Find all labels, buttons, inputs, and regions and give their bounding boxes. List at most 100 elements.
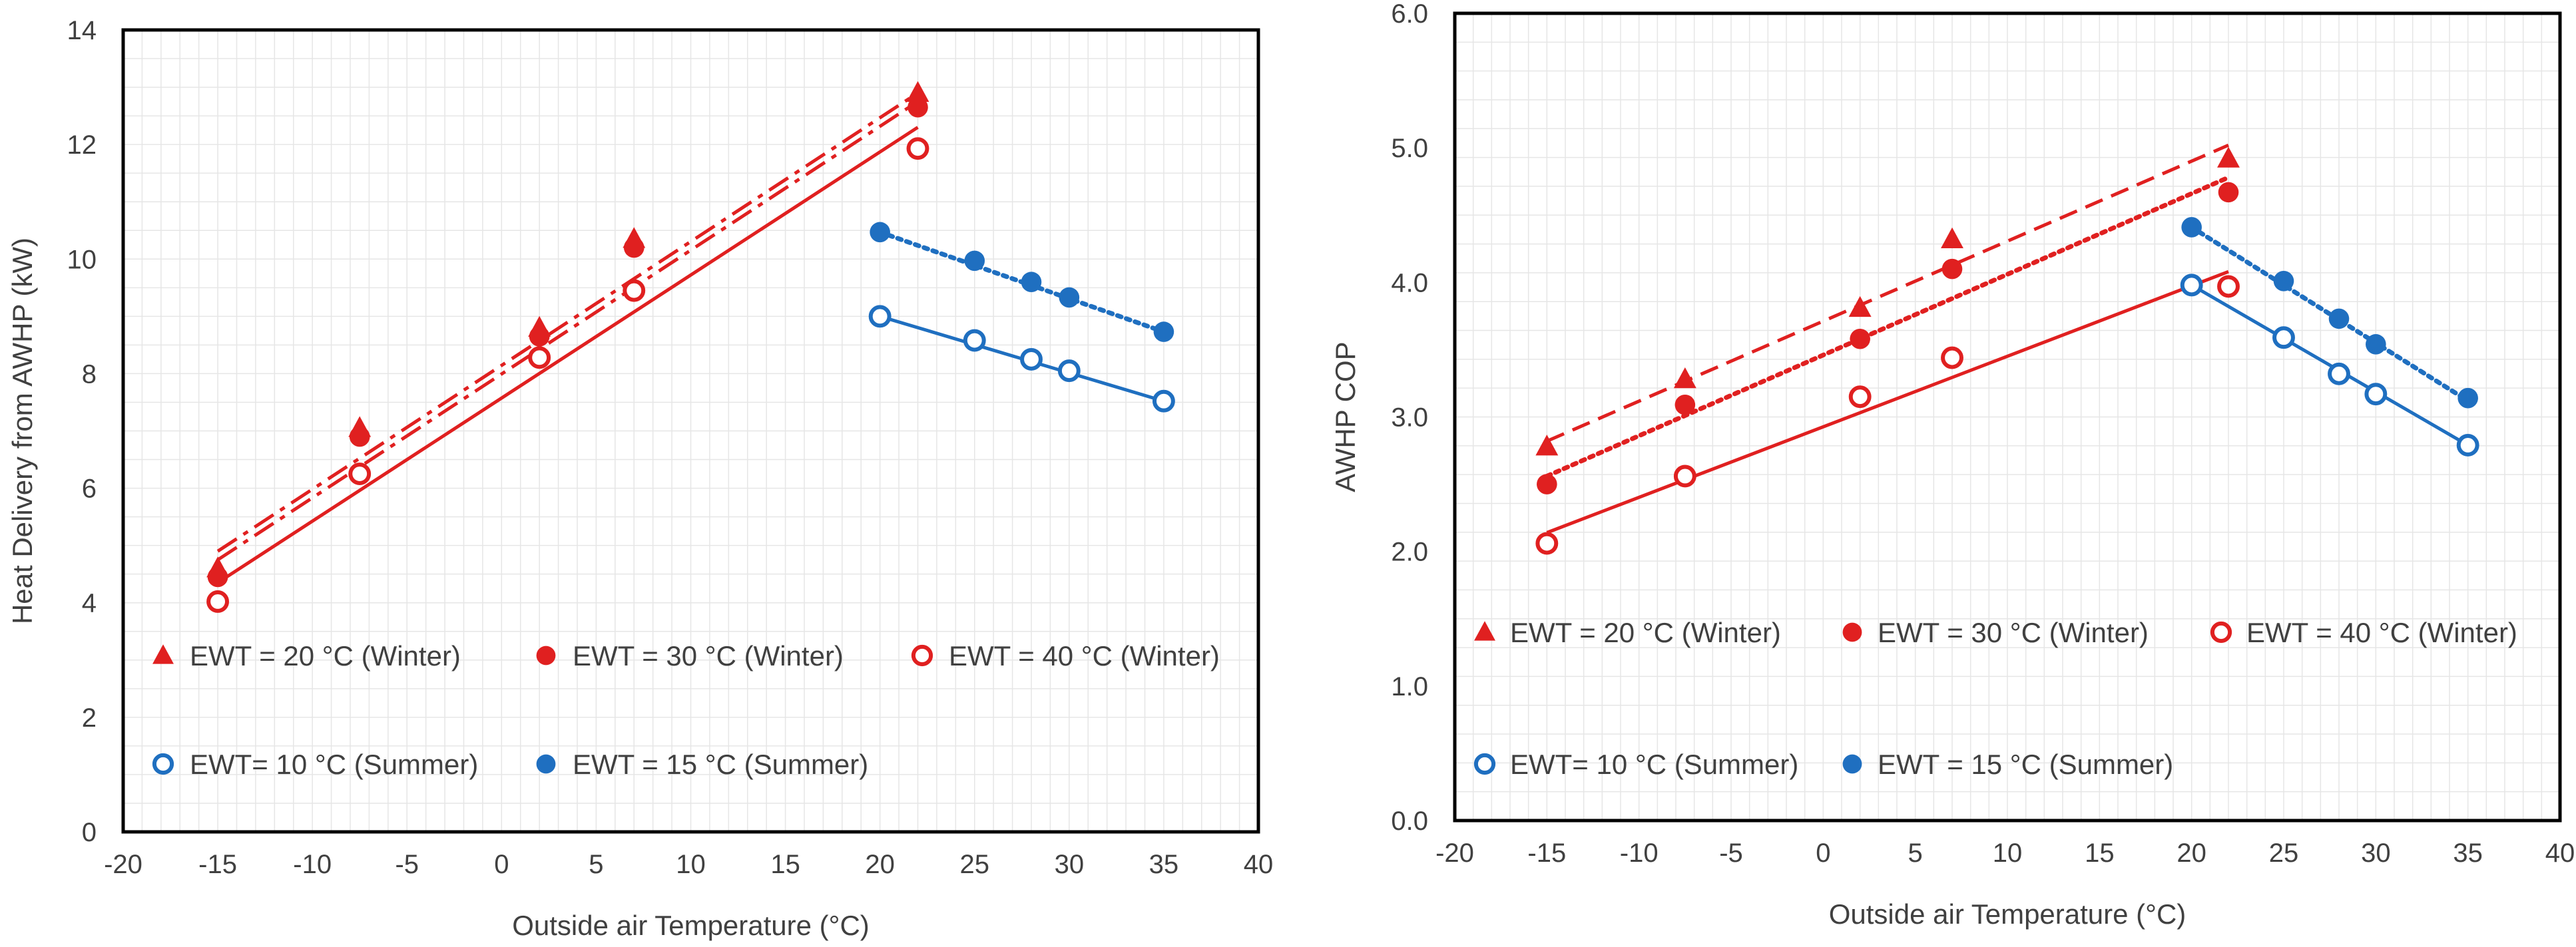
x-tick-label: 0 bbox=[494, 850, 509, 879]
data-point-ewt-40-c-winter bbox=[1535, 532, 1559, 555]
data-point-ewt-15-c-summer bbox=[964, 250, 985, 272]
y-tick-label: 2.0 bbox=[1391, 538, 1428, 567]
legend-marker-ewt-10-c-summer bbox=[152, 753, 174, 775]
x-tick-label: -10 bbox=[293, 850, 332, 879]
data-point-ewt-15-c-summer bbox=[2273, 271, 2294, 291]
y-tick-label: 8 bbox=[82, 359, 97, 389]
data-point-ewt-40-c-winter bbox=[906, 137, 929, 160]
trendline-ewt-30-c-winter bbox=[1544, 175, 2231, 478]
data-point-ewt-30-c-winter bbox=[2218, 182, 2239, 203]
data-point-ewt-30-c-winter bbox=[349, 426, 370, 447]
y-tick-label: 4.0 bbox=[1391, 268, 1428, 297]
legend-marker-ewt-10-c-summer bbox=[1473, 753, 1496, 775]
data-point-ewt-40-c-winter bbox=[1848, 385, 1872, 409]
x-tick-label: -15 bbox=[198, 850, 237, 879]
x-tick-label: -5 bbox=[395, 850, 419, 879]
data-point-ewt-10-c-summer bbox=[868, 305, 892, 328]
trendline-ewt-40-c-winter bbox=[216, 126, 919, 584]
data-point-ewt-10-c-summer bbox=[2272, 326, 2295, 349]
x-tick-label: 25 bbox=[2269, 839, 2299, 868]
legend-marker-ewt-15-c-summer bbox=[536, 754, 556, 774]
data-point-ewt-30-c-winter bbox=[907, 96, 928, 118]
x-tick-label: 40 bbox=[2545, 839, 2575, 868]
legend-label-ewt-15-c-summer: EWT = 15 °C (Summer) bbox=[573, 749, 868, 780]
legend-marker-ewt-40-c-winter bbox=[911, 644, 933, 667]
legend-marker-ewt-30-c-winter bbox=[1842, 622, 1862, 642]
y-tick-label: 14 bbox=[67, 16, 97, 45]
legend-label-ewt-40-c-winter: EWT = 40 °C (Winter) bbox=[2246, 617, 2517, 648]
x-tick-label: -5 bbox=[1719, 839, 1743, 868]
x-tick-label: 30 bbox=[2361, 839, 2391, 868]
data-point-ewt-10-c-summer bbox=[963, 329, 986, 352]
data-point-ewt-10-c-summer bbox=[1020, 347, 1043, 371]
x-tick-label: 35 bbox=[1149, 850, 1179, 879]
x-tick-label: 10 bbox=[676, 850, 706, 879]
x-axis-title: Outside air Temperature (°C) bbox=[1829, 898, 2187, 930]
x-tick-label: -10 bbox=[1620, 839, 1659, 868]
legend-marker-ewt-15-c-summer bbox=[1842, 754, 1862, 774]
y-tick-label: 4 bbox=[82, 589, 97, 618]
legend-marker-ewt-20-c-winter bbox=[152, 644, 174, 664]
x-tick-label: -15 bbox=[1527, 839, 1566, 868]
data-point-ewt-10-c-summer bbox=[1152, 389, 1175, 413]
data-point-ewt-20-c-winter bbox=[906, 81, 929, 102]
legend-marker-ewt-30-c-winter bbox=[536, 646, 556, 665]
data-point-ewt-30-c-winter bbox=[1850, 328, 1870, 349]
plot-frame bbox=[1453, 11, 2562, 823]
data-point-ewt-15-c-summer bbox=[2328, 308, 2350, 329]
x-tick-label: -20 bbox=[104, 850, 142, 879]
x-tick-label: 10 bbox=[1993, 839, 2023, 868]
data-point-ewt-15-c-summer bbox=[870, 222, 890, 243]
trendline-ewt-40-c-winter bbox=[1546, 270, 2229, 534]
data-point-ewt-30-c-winter bbox=[623, 237, 644, 258]
legend-marker-ewt-20-c-winter bbox=[1474, 621, 1495, 641]
data-point-ewt-40-c-winter bbox=[2217, 275, 2240, 298]
data-point-ewt-30-c-winter bbox=[1674, 395, 1696, 415]
legend-label-ewt-10-c-summer: EWT= 10 °C (Summer) bbox=[1510, 749, 1798, 780]
data-point-ewt-15-c-summer bbox=[2457, 387, 2478, 409]
legend-marker-ewt-40-c-winter bbox=[2210, 621, 2232, 644]
x-tick-label: 25 bbox=[960, 850, 990, 879]
legend-label-ewt-15-c-summer: EWT = 15 °C (Summer) bbox=[1878, 749, 2173, 780]
data-point-ewt-30-c-winter bbox=[1537, 474, 1557, 494]
trendline-ewt-20-c-winter bbox=[1546, 143, 2229, 443]
plot-frame bbox=[121, 28, 1260, 834]
y-tick-label: 3.0 bbox=[1391, 403, 1428, 433]
x-tick-label: -20 bbox=[1435, 839, 1474, 868]
data-point-ewt-20-c-winter bbox=[1535, 435, 1559, 456]
data-point-ewt-40-c-winter bbox=[528, 346, 551, 369]
y-tick-label: 1.0 bbox=[1391, 672, 1428, 701]
trendline-ewt-30-c-winter bbox=[216, 100, 919, 562]
y-tick-label: 2 bbox=[82, 703, 97, 733]
legend-label-ewt-30-c-winter: EWT = 30 °C (Winter) bbox=[573, 640, 844, 671]
x-tick-label: 20 bbox=[2177, 839, 2206, 868]
data-point-ewt-15-c-summer bbox=[2181, 217, 2202, 238]
data-point-ewt-10-c-summer bbox=[2456, 434, 2479, 457]
y-tick-label: 0 bbox=[82, 818, 97, 847]
data-point-ewt-15-c-summer bbox=[1153, 321, 1174, 342]
data-point-ewt-30-c-winter bbox=[529, 326, 550, 347]
data-point-ewt-20-c-winter bbox=[1673, 367, 1696, 389]
x-tick-label: 15 bbox=[2085, 839, 2115, 868]
data-point-ewt-15-c-summer bbox=[1021, 272, 1042, 293]
data-point-ewt-15-c-summer bbox=[2366, 334, 2386, 355]
data-point-ewt-10-c-summer bbox=[2328, 362, 2350, 385]
data-point-ewt-10-c-summer bbox=[1057, 359, 1081, 383]
y-tick-label: 6.0 bbox=[1391, 0, 1428, 29]
data-point-ewt-40-c-winter bbox=[206, 590, 230, 613]
y-tick-label: 12 bbox=[67, 130, 97, 160]
data-point-ewt-20-c-winter bbox=[1941, 227, 1963, 249]
heat-delivery-chart: -20 -15 -10 -5 0 5 10 15 20 25 30 35 40 0 2 4 6 8 10 12 14 Ou… bbox=[7, 16, 1273, 941]
legend-label-ewt-40-c-winter: EWT = 40 °C (Winter) bbox=[949, 640, 1220, 671]
y-axis-title: AWHP COP bbox=[1330, 341, 1361, 492]
trendline-ewt-20-c-winter bbox=[216, 91, 919, 553]
data-point-ewt-20-c-winter bbox=[2217, 146, 2240, 168]
x-tick-label: 35 bbox=[2453, 839, 2483, 868]
legend-label-ewt-30-c-winter: EWT = 30 °C (Winter) bbox=[1878, 617, 2149, 648]
x-tick-label: 30 bbox=[1055, 850, 1085, 879]
trendline-ewt-15-c-summer bbox=[2189, 224, 2471, 403]
data-point-ewt-15-c-summer bbox=[1059, 287, 1080, 308]
data-point-ewt-40-c-winter bbox=[1941, 346, 1963, 369]
x-tick-label: 0 bbox=[1816, 839, 1830, 868]
